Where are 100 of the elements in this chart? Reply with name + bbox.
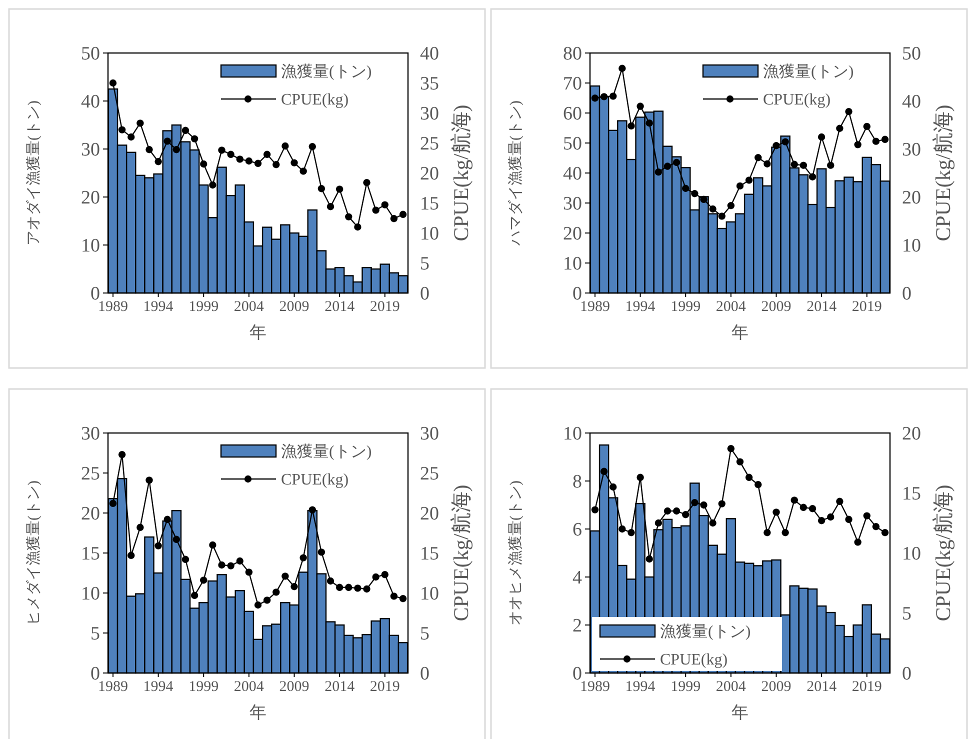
x-tick-label: 2014: [324, 679, 356, 695]
y2-tick-label: 20: [902, 424, 921, 445]
point: [136, 120, 144, 127]
y2-tick-label: 20: [902, 188, 921, 209]
x-tick-label: 2009: [761, 679, 792, 695]
point: [736, 182, 744, 190]
y-tick-label: 60: [563, 104, 582, 125]
y2-tick-label: 10: [420, 224, 439, 245]
point: [863, 512, 870, 520]
point: [109, 79, 117, 87]
point: [800, 162, 808, 169]
x-axis-title: 年: [250, 323, 266, 342]
y-axis-title: ハマダイ漁獲量(トン): [507, 100, 524, 246]
point: [745, 474, 753, 481]
legend-label: CPUE(kg): [281, 92, 349, 109]
point: [754, 154, 762, 162]
x-tick-label: 1994: [143, 679, 174, 695]
x-tick-label: 1999: [188, 679, 219, 695]
point: [128, 552, 135, 559]
x-tick-label: 1989: [580, 299, 610, 315]
point: [646, 119, 653, 127]
point: [845, 516, 852, 523]
point: [881, 529, 889, 536]
x-axis-title: 年: [732, 323, 748, 342]
y2-tick-label: 0: [420, 664, 430, 685]
point: [591, 506, 599, 514]
point: [836, 124, 844, 132]
x-tick-label: 2019: [370, 299, 400, 315]
y-tick-label: 0: [90, 284, 100, 305]
point: [146, 146, 153, 154]
point: [672, 507, 680, 515]
y2-tick-label: 35: [420, 74, 439, 95]
x-tick-label: 2004: [234, 299, 264, 315]
point: [700, 501, 708, 509]
point: [164, 138, 171, 145]
point: [227, 562, 234, 570]
y-tick-label: 50: [81, 44, 100, 65]
point: [326, 203, 334, 210]
x-axis-title: 年: [732, 703, 748, 722]
y2-axis-title: CPUE(kg/航海): [449, 104, 473, 242]
x-tick-label: 2019: [852, 679, 882, 695]
legend-label: CPUE(kg): [763, 92, 831, 109]
y2-tick-label: 25: [420, 464, 439, 485]
point: [863, 122, 870, 130]
y-axis-title: ヒメダイ漁獲量(トン): [25, 480, 42, 626]
x-tick-label: 1989: [98, 679, 128, 695]
point: [399, 210, 407, 218]
point: [628, 122, 635, 130]
point: [272, 161, 280, 168]
x-tick-label: 2009: [761, 299, 792, 315]
point: [182, 556, 190, 563]
point: [263, 150, 271, 158]
point: [691, 499, 698, 506]
y2-tick-label: 10: [902, 544, 921, 565]
x-tick-label: 1994: [625, 679, 656, 695]
y2-tick-label: 5: [420, 624, 430, 645]
point: [881, 136, 889, 143]
point: [772, 508, 780, 516]
point: [845, 108, 852, 116]
x-tick-label: 2009: [279, 299, 310, 315]
y-tick-label: 15: [81, 544, 100, 565]
y2-tick-label: 10: [420, 584, 439, 605]
point: [154, 542, 162, 550]
point: [282, 142, 289, 150]
point: [664, 507, 672, 515]
y-tick-label: 40: [81, 92, 100, 113]
x-tick-label: 1989: [98, 299, 128, 315]
point: [254, 601, 262, 609]
point: [290, 159, 298, 166]
x-tick-label: 2004: [234, 679, 264, 695]
y-tick-label: 5: [90, 624, 100, 645]
y2-tick-label: 50: [902, 44, 921, 65]
point: [718, 500, 726, 508]
point: [872, 138, 880, 145]
point: [381, 201, 388, 208]
point: [218, 561, 226, 569]
point: [245, 568, 253, 576]
point: [727, 445, 735, 452]
point: [172, 536, 180, 543]
y-tick-label: 20: [81, 188, 100, 209]
x-tick-label: 1999: [670, 679, 701, 695]
point: [764, 529, 771, 536]
point: [345, 584, 352, 591]
y2-tick-label: 40: [902, 92, 921, 113]
point: [709, 205, 716, 213]
point: [209, 541, 216, 549]
point: [700, 196, 708, 203]
point: [363, 179, 370, 186]
legend-label: 漁獲量(トン): [281, 64, 372, 81]
y2-axis-title: CPUE(kg/航海): [931, 104, 955, 242]
y2-axis-title: CPUE(kg/航海): [931, 484, 955, 622]
point: [636, 102, 644, 110]
y-tick-label: 2: [572, 616, 582, 637]
x-tick-label: 1999: [188, 299, 219, 315]
x-tick-label: 1999: [670, 299, 701, 315]
y-tick-label: 8: [572, 472, 582, 493]
y2-tick-label: 15: [420, 194, 439, 215]
y2-tick-label: 5: [420, 254, 430, 275]
point: [772, 142, 780, 150]
point: [372, 573, 380, 581]
